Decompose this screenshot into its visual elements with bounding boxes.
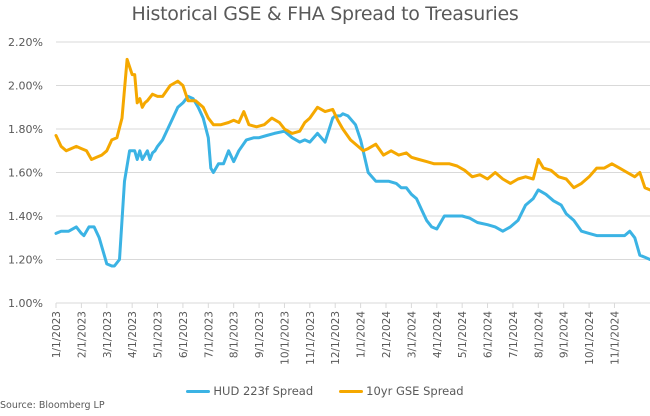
source-note: Source: Bloomberg LP <box>0 400 105 411</box>
x-tick-label: 7/1/2023 <box>203 311 215 358</box>
gridlines <box>56 41 650 260</box>
series <box>54 57 650 268</box>
x-tick-label: 9/1/2023 <box>254 311 266 358</box>
y-tick-label: 2.20% <box>8 36 43 49</box>
line-chart: 2.20% 2.00% 1.80% 1.60% 1.40% 1.20% 1.00% 1/1/… <box>8 36 650 365</box>
legend-swatch-gse <box>339 389 364 393</box>
x-tick-label: 6/1/2024 <box>483 311 495 358</box>
legend-item-hud[interactable]: HUD 223f Spread <box>186 384 313 398</box>
legend-label-hud: HUD 223f Spread <box>213 384 314 398</box>
chart-title: Historical GSE & FHA Spread to Treasurie… <box>131 3 519 25</box>
legend-item-gse[interactable]: 10yr GSE Spread <box>339 384 464 398</box>
legend: HUD 223f Spread 10yr GSE Spread <box>0 384 650 398</box>
x-axis: 1/1/2023 2/1/2023 3/1/2023 4/1/2023 5/1/2023… <box>51 302 650 365</box>
x-tick-label: 4/1/2024 <box>432 311 444 358</box>
y-tick-label: 2.00% <box>8 80 43 93</box>
x-tick-label: 1/1/2024 <box>356 311 368 358</box>
x-tick-label: 8/1/2023 <box>229 311 241 358</box>
x-tick-label: 3/1/2024 <box>406 311 418 358</box>
x-tick-label: 11/1/2023 <box>305 311 317 365</box>
y-tick-label: 1.60% <box>8 167 43 180</box>
x-tick-label: 12/1/2023 <box>330 311 342 365</box>
x-tick-label: 2/1/2024 <box>381 311 393 358</box>
x-tick-label: 7/1/2024 <box>508 311 520 358</box>
y-axis: 2.20% 2.00% 1.80% 1.60% 1.40% 1.20% 1.00% <box>8 36 43 310</box>
x-tick-label: 8/1/2024 <box>533 311 545 358</box>
y-tick-label: 1.40% <box>8 210 43 223</box>
x-tick-label: 10/1/2024 <box>584 311 596 365</box>
legend-swatch-hud <box>186 389 211 393</box>
legend-label-gse: 10yr GSE Spread <box>366 384 464 398</box>
x-tick-label: 2/1/2023 <box>76 311 88 358</box>
x-tick-label: 11/1/2024 <box>609 311 621 365</box>
x-tick-label: 5/1/2024 <box>457 311 469 358</box>
y-tick-label: 1.80% <box>8 123 43 136</box>
x-tick-label: 10/1/2023 <box>279 311 291 365</box>
x-tick-label: 1/1/2023 <box>51 311 63 358</box>
x-tick-label: 4/1/2023 <box>127 311 139 358</box>
series-line-hud-223f <box>54 94 650 268</box>
y-tick-label: 1.20% <box>8 254 43 267</box>
series-line-10yr-gse <box>54 57 650 192</box>
y-tick-label: 1.00% <box>8 297 43 310</box>
x-tick-label: 6/1/2023 <box>178 311 190 358</box>
x-tick-label: 5/1/2023 <box>153 311 165 358</box>
x-tick-label: 3/1/2023 <box>102 311 114 358</box>
x-tick-label: 9/1/2024 <box>559 311 571 358</box>
